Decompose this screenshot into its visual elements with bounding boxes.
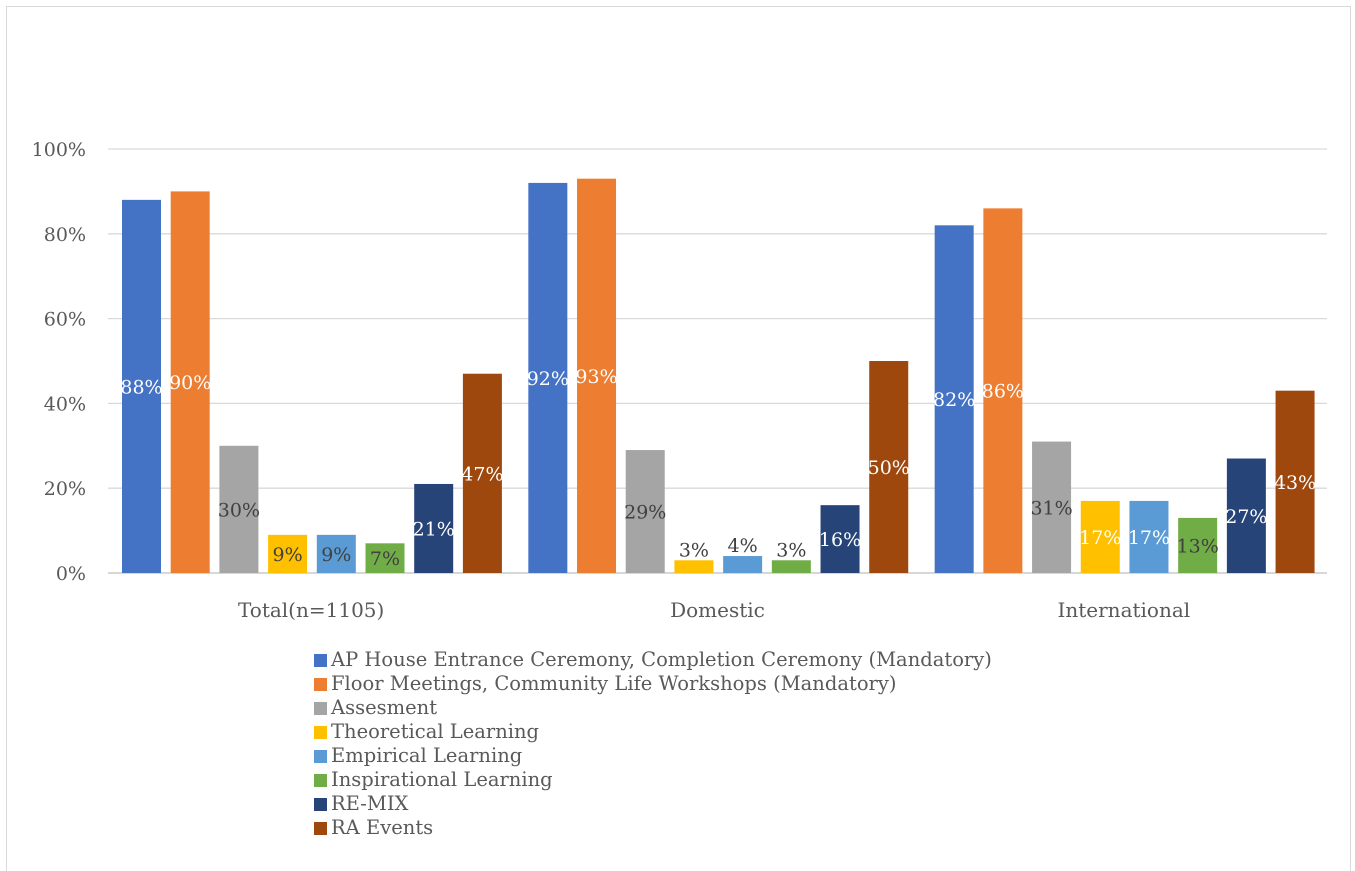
data-label: 47% [461, 463, 503, 485]
data-label: 88% [120, 376, 162, 398]
legend-label: Assesment [331, 696, 438, 719]
legend-label: Theoretical Learning [331, 720, 540, 743]
y-tick-label: 40% [44, 393, 86, 415]
legend-swatch [314, 701, 327, 715]
bar [268, 534, 308, 573]
y-tick-label: 80% [44, 224, 86, 246]
data-labels: 88% 90% 30% 9% 9% 7% 21% 47% 92% 93% 29% 3% 4% 3% 16% 5… [120, 366, 1316, 570]
bar [365, 543, 405, 573]
data-label: 50% [868, 457, 910, 479]
legend: AP House Entrance Ceremony, Completion C… [314, 648, 992, 840]
legend-item: RA Events [314, 816, 992, 840]
y-tick-label: 0% [56, 563, 86, 585]
data-label: 82% [933, 389, 975, 411]
data-label: 27% [1225, 506, 1267, 528]
data-label: 4% [728, 535, 758, 557]
data-label: 3% [776, 539, 806, 561]
x-category-label: International [1057, 598, 1190, 622]
data-label: 29% [624, 502, 666, 524]
bar [1080, 500, 1120, 573]
bar [1275, 390, 1315, 573]
legend-swatch [314, 725, 327, 739]
bar [1226, 458, 1266, 573]
data-label: 9% [321, 544, 351, 566]
data-label: 30% [218, 499, 260, 521]
legend-swatch [314, 821, 327, 835]
bar [316, 534, 356, 573]
bar [1129, 500, 1169, 573]
x-category-label: Domestic [670, 598, 765, 622]
data-label: 86% [982, 381, 1024, 403]
bar [674, 560, 714, 573]
legend-label: RE-MIX [331, 792, 409, 815]
bars [122, 178, 1315, 574]
legend-item: Floor Meetings, Community Life Workshops… [314, 672, 992, 696]
legend-item: Empirical Learning [314, 744, 992, 768]
bar [723, 556, 763, 573]
x-axis-categories: Total(n=1105) Domestic International [238, 598, 1190, 622]
y-tick-label: 100% [32, 139, 86, 161]
bar [820, 505, 860, 573]
data-label: 13% [1177, 535, 1219, 557]
bar [122, 199, 161, 573]
data-label: 93% [575, 366, 617, 388]
legend-item: Assesment [314, 696, 992, 720]
bar [983, 208, 1023, 574]
data-label: 17% [1128, 527, 1170, 549]
legend-swatch [314, 653, 327, 667]
legend-label: Floor Meetings, Community Life Workshops… [331, 672, 897, 695]
data-label: 43% [1274, 472, 1316, 494]
y-axis-ticks: 0% 20% 40% 60% 80% 100% [32, 139, 86, 585]
gridlines [108, 148, 1327, 574]
legend-label: Empirical Learning [331, 744, 523, 767]
legend-label: AP House Entrance Ceremony, Completion C… [331, 648, 992, 671]
y-tick-label: 60% [44, 309, 86, 331]
legend-swatch [314, 677, 327, 691]
legend-swatch [314, 773, 327, 787]
data-label: 31% [1030, 497, 1072, 519]
y-tick-label: 20% [44, 478, 86, 500]
bar [528, 182, 568, 574]
legend-label: RA Events [331, 816, 434, 839]
bar [1032, 441, 1072, 573]
data-label: 92% [527, 368, 569, 390]
bar [577, 178, 617, 573]
bar [1178, 517, 1218, 573]
bar [414, 483, 454, 573]
legend-swatch [314, 797, 327, 811]
data-label: 7% [370, 548, 400, 570]
legend-item: Inspirational Learning [314, 768, 992, 792]
bar [219, 445, 259, 573]
data-label: 21% [413, 518, 455, 540]
data-label: 16% [819, 529, 861, 551]
x-category-label: Total(n=1105) [238, 598, 384, 622]
legend-label: Inspirational Learning [331, 768, 553, 791]
bar [462, 373, 502, 573]
legend-item: AP House Entrance Ceremony, Completion C… [314, 648, 992, 672]
data-label: 90% [169, 372, 211, 394]
data-label: 9% [273, 544, 303, 566]
data-label: 17% [1079, 527, 1121, 549]
chart-frame [6, 6, 1351, 871]
bar [934, 225, 974, 573]
legend-item: Theoretical Learning [314, 720, 992, 744]
bar [771, 560, 811, 573]
data-label: 3% [679, 539, 709, 561]
bar [869, 361, 909, 573]
bar [625, 450, 665, 573]
bar [170, 191, 210, 573]
legend-item: RE-MIX [314, 792, 992, 816]
legend-swatch [314, 749, 327, 763]
